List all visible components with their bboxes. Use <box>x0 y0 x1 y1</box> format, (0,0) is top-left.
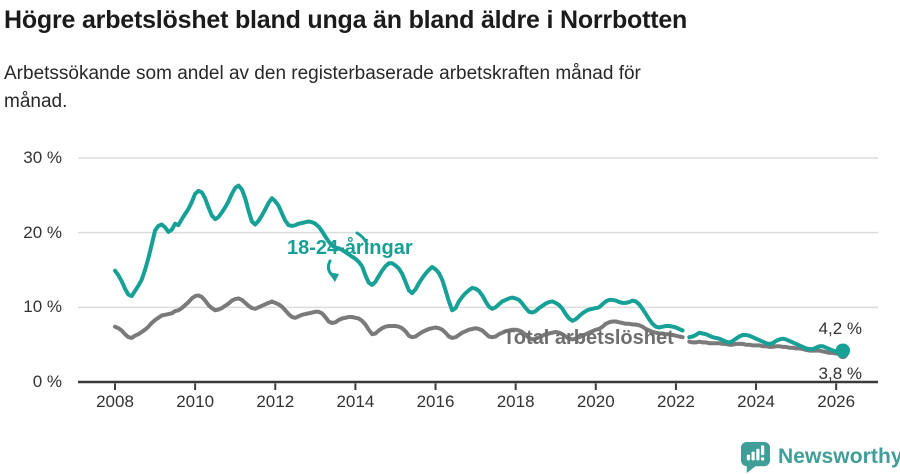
y-tick-label: 20 % <box>23 222 62 242</box>
newsworthy-logo-icon <box>740 441 771 473</box>
y-tick-label: 30 % <box>23 148 62 167</box>
subtitle-line-1: Arbetssökande som andel av den registerb… <box>4 63 641 84</box>
x-tick-label: 2014 <box>336 392 375 411</box>
subtitle-line-2: månad. <box>4 91 68 112</box>
series-label-total: Total arbetslöshet <box>503 327 674 349</box>
x-tick-label: 2024 <box>737 392 775 411</box>
series-line-total <box>113 293 845 356</box>
page-title: Högre arbetslöshet bland unga än bland ä… <box>4 6 688 34</box>
x-tick-label: 2022 <box>656 392 695 411</box>
label-arrowhead <box>328 272 339 282</box>
x-tick-label: 2010 <box>176 392 215 411</box>
x-tick-label: 2012 <box>256 392 295 411</box>
x-tick-label: 2016 <box>416 392 455 411</box>
series-line-youth <box>113 183 845 354</box>
series-end-dot <box>835 343 851 358</box>
label-arrow-stroke <box>355 231 369 246</box>
end-value-label-total: 3,8 % <box>818 364 862 383</box>
newsworthy-logo-text: Newsworthy <box>778 445 900 468</box>
y-tick-label: 10 % <box>23 297 62 317</box>
series-label-youth: 18-24-åringar <box>287 237 413 259</box>
x-tick-label: 2018 <box>496 392 535 411</box>
chart-subtitle: Arbetssökande som andel av den registerb… <box>4 60 864 116</box>
x-tick-label: 2020 <box>576 392 615 411</box>
x-tick-label: 2026 <box>817 392 856 411</box>
newsworthy-brand[interactable]: Newsworthy <box>740 441 900 473</box>
end-value-label-youth: 4,2 % <box>818 319 862 338</box>
chart-canvas <box>78 157 878 390</box>
y-tick-label: 0 % <box>32 372 62 391</box>
x-tick-label: 2008 <box>96 392 134 411</box>
